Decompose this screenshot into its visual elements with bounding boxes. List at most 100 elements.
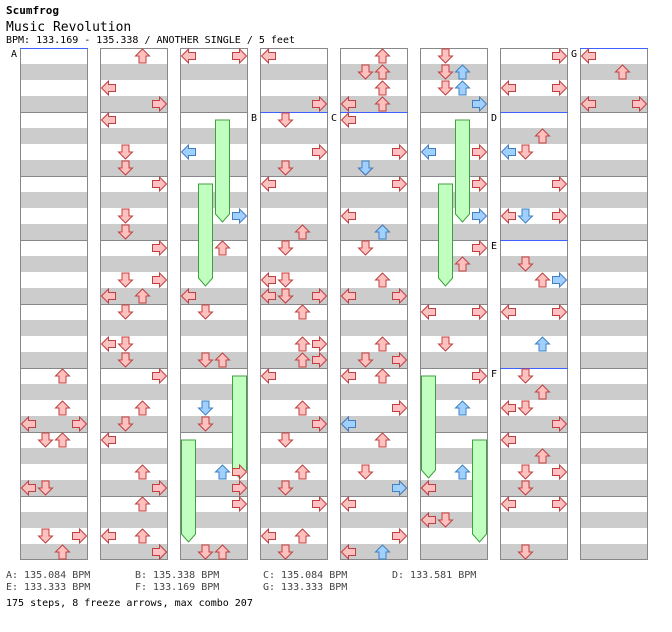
step-arrow [277, 272, 294, 288]
step-arrow [312, 351, 328, 369]
step-arrow [517, 464, 534, 480]
step-arrow [500, 303, 516, 321]
measure-band [260, 384, 328, 400]
measure-band [420, 224, 488, 240]
quarter-step-arrow [472, 95, 488, 113]
measure-band [580, 416, 648, 432]
step-arrow [100, 79, 116, 97]
measure-band [180, 288, 248, 304]
step-arrow [214, 352, 231, 368]
measure-band [580, 352, 648, 368]
quarter-step-arrow [374, 224, 391, 240]
measure-band [420, 64, 488, 80]
measure-band [180, 320, 248, 336]
step-arrow [472, 239, 488, 257]
freeze-arrow [455, 119, 470, 223]
step-arrow [517, 480, 534, 496]
step-arrow [294, 352, 311, 368]
measure-band [420, 448, 488, 464]
bpm-legend-f: F: 133.169 BPM [135, 582, 220, 593]
measure-band [340, 512, 408, 528]
step-arrow [197, 352, 214, 368]
step-arrow [214, 544, 231, 560]
step-arrow [72, 527, 88, 545]
measure-band [420, 256, 488, 272]
measure-band [420, 96, 488, 112]
measure-band [420, 384, 488, 400]
step-arrow [180, 47, 196, 65]
chart-info: BPM: 133.169 - 135.338 / ANOTHER SINGLE … [6, 35, 295, 46]
step-arrow [552, 463, 568, 481]
quarter-step-arrow [420, 143, 436, 161]
step-arrow [294, 224, 311, 240]
bpm-legend-d: D: 133.581 BPM [392, 570, 477, 581]
step-arrow [117, 352, 134, 368]
step-arrow [277, 432, 294, 448]
step-arrow [534, 272, 551, 288]
step-arrow [134, 48, 151, 64]
measure-band [180, 160, 248, 176]
measure-band [260, 64, 328, 80]
step-arrow [472, 303, 488, 321]
measure-band [20, 160, 88, 176]
step-arrow [340, 287, 356, 305]
measure-band [580, 512, 648, 528]
step-arrow [180, 287, 196, 305]
measure-band [500, 224, 568, 240]
measure-band [100, 448, 168, 464]
measure-band [580, 320, 648, 336]
step-arrow [454, 256, 471, 272]
step-arrow [152, 175, 168, 193]
quarter-step-arrow [454, 400, 471, 416]
measure-band [100, 128, 168, 144]
measure-band [260, 160, 328, 176]
measure-band [180, 512, 248, 528]
bpm-legend-g: G: 133.333 BPM [263, 582, 348, 593]
measure-band [260, 192, 328, 208]
step-arrow [277, 160, 294, 176]
freeze-arrow [232, 375, 247, 479]
measure-band [500, 480, 568, 496]
step-arrow [294, 304, 311, 320]
measure-band [260, 320, 328, 336]
measure-band [100, 352, 168, 368]
song-title: Music Revolution [6, 20, 132, 35]
measure-band [500, 384, 568, 400]
bpm-legend-e: E: 133.333 BPM [6, 582, 91, 593]
column-frame [100, 48, 168, 560]
step-arrow [54, 400, 71, 416]
step-arrow [294, 528, 311, 544]
step-arrow [374, 80, 391, 96]
measure-band [580, 192, 648, 208]
step-arrow [312, 415, 328, 433]
step-arrow [152, 271, 168, 289]
measure-band [180, 480, 248, 496]
measure-band [260, 416, 328, 432]
measure-band [100, 96, 168, 112]
measure-band [100, 160, 168, 176]
column-frame [180, 48, 248, 560]
step-arrow [54, 432, 71, 448]
measure-band [100, 384, 168, 400]
step-arrow [277, 112, 294, 128]
measure-band [260, 448, 328, 464]
measure-band [340, 128, 408, 144]
quarter-step-arrow [357, 160, 374, 176]
measure-band [260, 96, 328, 112]
bpm-legend-c: C: 135.084 BPM [263, 570, 348, 581]
step-arrow [374, 48, 391, 64]
measure-band [180, 224, 248, 240]
step-arrow [374, 96, 391, 112]
step-arrow [340, 111, 356, 129]
measure-band [580, 256, 648, 272]
step-arrow [134, 400, 151, 416]
step-arrow [472, 143, 488, 161]
step-arrow [54, 544, 71, 560]
step-arrow [500, 79, 516, 97]
step-arrow [374, 368, 391, 384]
step-arrow [517, 368, 534, 384]
step-arrow [277, 288, 294, 304]
step-arrow [632, 95, 648, 113]
measure-band [340, 384, 408, 400]
measure-band [500, 320, 568, 336]
